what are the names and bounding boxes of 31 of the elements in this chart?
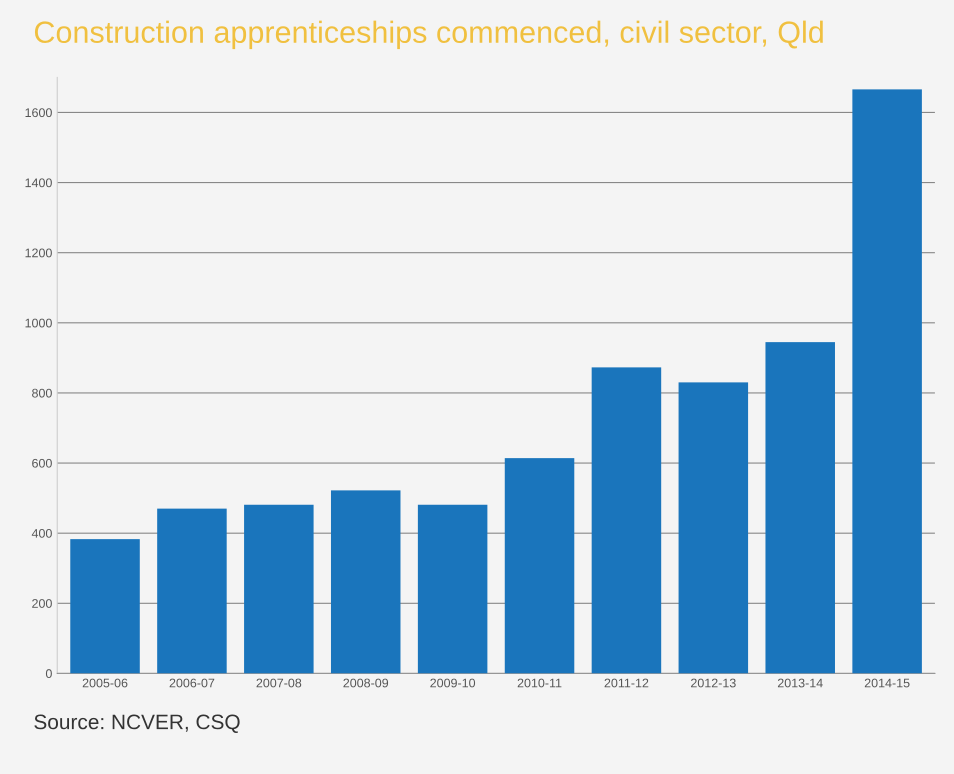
bar <box>504 458 574 674</box>
bar <box>330 490 400 674</box>
y-tick-label: 0 <box>46 669 52 678</box>
y-tick-label: 1000 <box>26 318 52 328</box>
x-tick-label: 2008-09 <box>343 678 388 688</box>
bar <box>157 508 227 674</box>
y-tick-label: 1600 <box>26 108 52 118</box>
chart-title: Construction apprenticeships commenced, civil sector, Qld <box>34 20 823 50</box>
x-tick-label: 2014-15 <box>864 678 910 688</box>
x-tick-label: 2011-12 <box>604 678 648 688</box>
bar <box>244 504 314 674</box>
x-tick-label: 2010-11 <box>518 678 562 688</box>
bar <box>418 504 488 674</box>
y-tick-label: 800 <box>32 388 52 398</box>
bar <box>852 89 922 674</box>
y-tick-label: 400 <box>32 528 52 538</box>
source-note: Source: NCVER, CSQ <box>34 714 240 734</box>
x-tick-label: 2006-07 <box>170 678 214 688</box>
x-tick-label: 2012-13 <box>691 678 736 688</box>
x-tick-label: 2013-14 <box>778 678 823 688</box>
bar <box>765 342 835 674</box>
y-tick-label: 1200 <box>26 248 52 258</box>
x-tick-label: 2009-10 <box>430 678 476 688</box>
y-tick-label: 1400 <box>26 178 52 188</box>
y-tick-label: 200 <box>32 599 52 608</box>
bar <box>70 539 140 674</box>
bar <box>678 382 748 674</box>
x-tick-label: 2007-08 <box>256 678 302 688</box>
y-tick-label: 600 <box>32 458 52 468</box>
bar <box>592 367 662 674</box>
x-tick-label: 2005-06 <box>82 678 128 688</box>
